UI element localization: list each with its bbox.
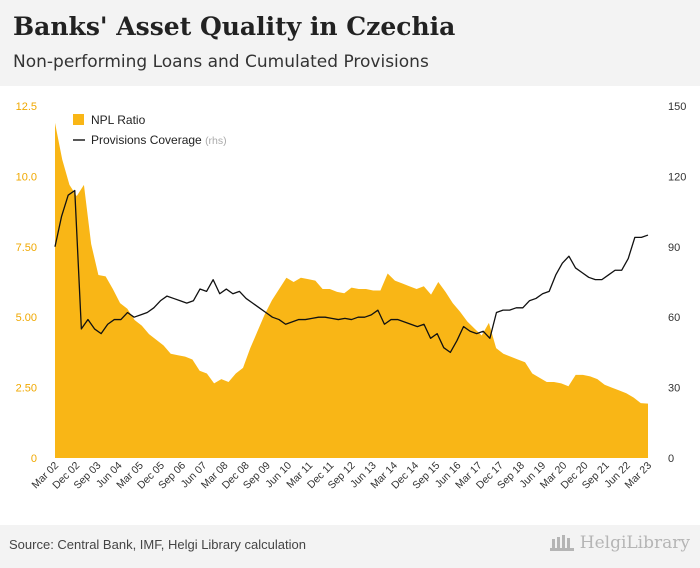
left-axis-tick-label: 7.50 xyxy=(16,242,37,254)
right-axis-tick-label: 90 xyxy=(668,242,680,254)
legend-label-npl-ratio: NPL Ratio xyxy=(91,113,146,127)
legend-label-provisions-coverage: Provisions Coverage (rhs) xyxy=(91,133,227,147)
left-axis-tick-label: 10.0 xyxy=(16,171,37,183)
right-axis-tick-label: 60 xyxy=(668,312,680,324)
library-building-icon xyxy=(549,535,574,551)
left-axis-tick-label: 0 xyxy=(31,453,37,465)
provisions-coverage-line xyxy=(54,189,649,354)
right-axis-tick-label: 150 xyxy=(668,101,686,113)
brand-logo: HelgiLibrary xyxy=(549,533,690,553)
chart-header: Banks' Asset Quality in Czechia Non-perf… xyxy=(0,0,700,86)
npl-ratio-area xyxy=(55,122,648,459)
left-axis-tick-label: 2.50 xyxy=(16,383,37,395)
legend-swatch-npl-ratio xyxy=(73,114,84,125)
right-axis-tick-label: 30 xyxy=(668,383,680,395)
chart-title: Banks' Asset Quality in Czechia xyxy=(13,12,456,41)
right-axis-tick-label: 0 xyxy=(668,453,674,465)
source-note: Source: Central Bank, IMF, Helgi Library… xyxy=(9,537,306,552)
right-axis-tick-label: 120 xyxy=(668,171,686,183)
chart-subtitle: Non-performing Loans and Cumulated Provi… xyxy=(13,52,429,72)
left-axis-tick-label: 5.00 xyxy=(16,312,37,324)
legend-rhs-note: (rhs) xyxy=(205,135,227,147)
chart-footer: Source: Central Bank, IMF, Helgi Library… xyxy=(0,525,700,568)
left-axis-tick-label: 12.5 xyxy=(16,101,37,113)
brand-name: HelgiLibrary xyxy=(579,533,690,553)
